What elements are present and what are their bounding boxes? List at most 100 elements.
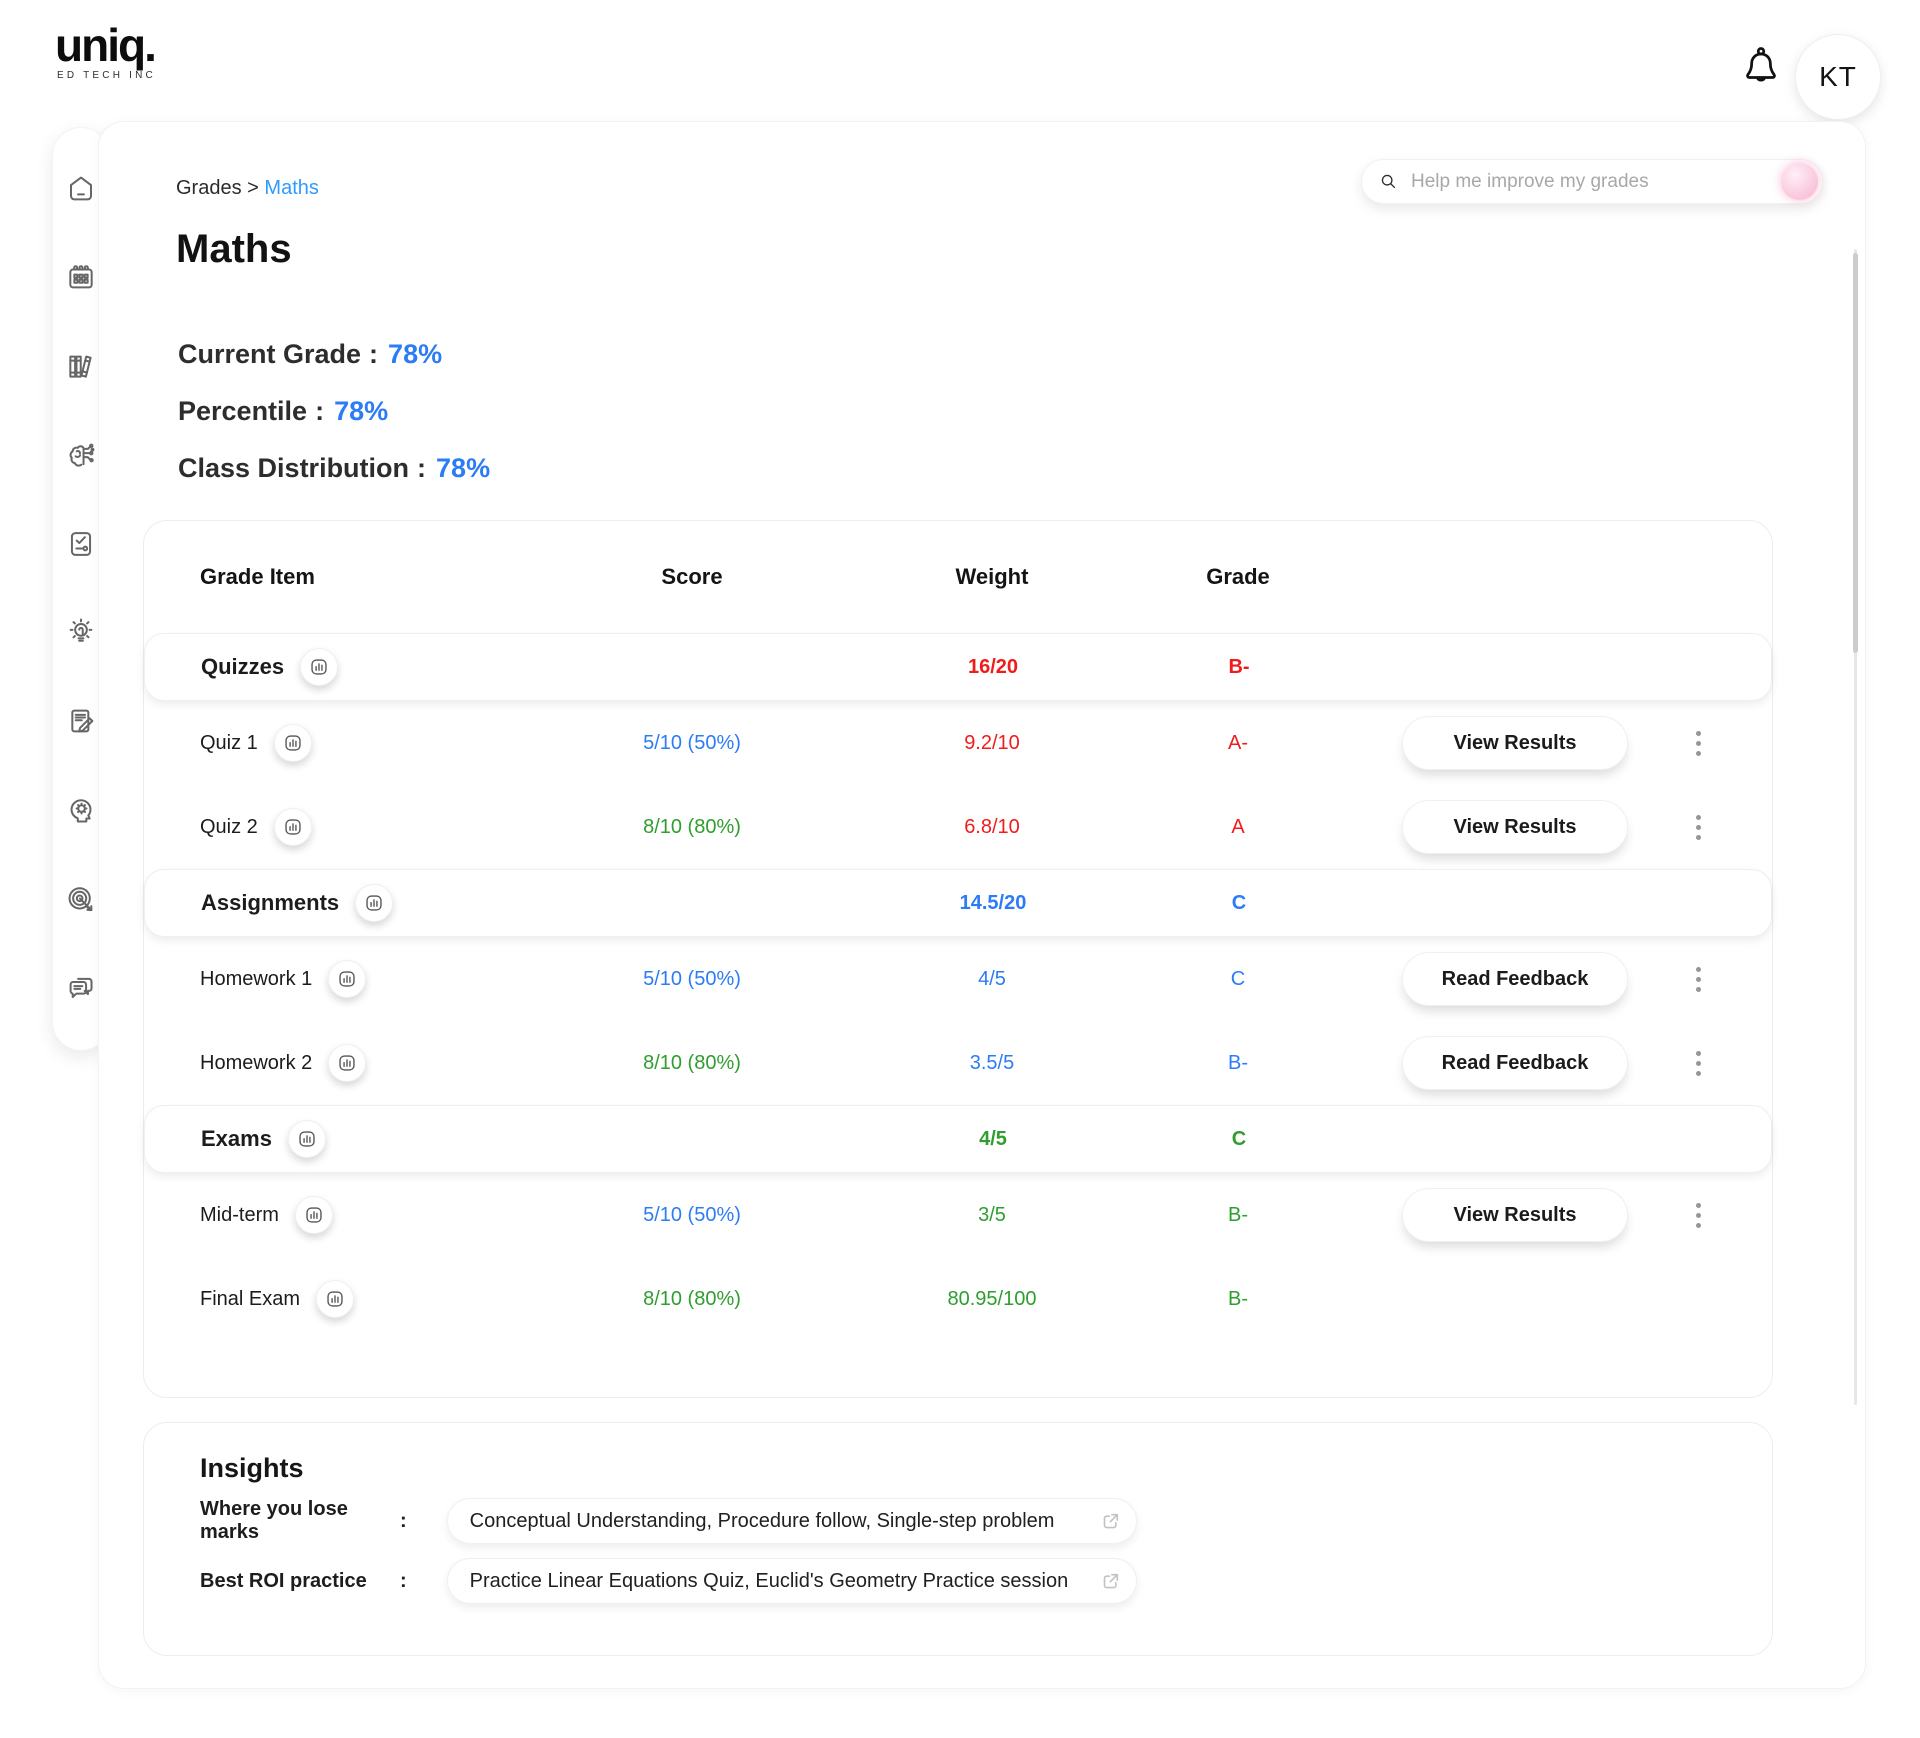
bar-chart-icon-button[interactable] <box>287 1120 326 1158</box>
bar-chart-icon <box>285 735 301 751</box>
table-row: Homework 2 8/10 (80%) 3.5/5 B- Read Feed… <box>144 1021 1772 1105</box>
insight-value-pill[interactable]: Practice Linear Equations Quiz, Euclid's… <box>446 1558 1137 1604</box>
table-row: Quizzes 16/20 B- <box>144 633 1772 701</box>
target-arrow-icon <box>68 887 93 912</box>
weight-value: 14.5/20 <box>959 891 1027 914</box>
stat-value: 78% <box>334 396 389 426</box>
grade-value: B- <box>1228 1203 1248 1226</box>
grade-item-label: Quiz 1 <box>200 731 258 754</box>
logo-tagline: ED TECH INC <box>57 70 156 81</box>
grade-value: B- <box>1228 655 1250 678</box>
breadcrumb-grades-link[interactable]: Grades <box>176 177 242 199</box>
sidebar-item-ai[interactable] <box>64 439 98 473</box>
sidebar-item-notes[interactable] <box>64 705 98 739</box>
row-action-button[interactable]: View Results <box>1402 716 1628 770</box>
table-row: Mid-term 5/10 (50%) 3/5 B- View Results <box>144 1173 1772 1257</box>
search-input[interactable] <box>1411 170 1781 193</box>
sidebar-item-library[interactable] <box>64 350 98 384</box>
weight-value: 4/5 <box>978 967 1006 990</box>
stat-label: Current Grade <box>178 339 362 369</box>
bar-chart-icon-button[interactable] <box>316 1280 355 1318</box>
bar-chart-icon-button[interactable] <box>300 648 339 686</box>
notification-bell-icon[interactable] <box>1735 42 1787 94</box>
score-value: 5/10 (50%) <box>643 967 741 990</box>
bar-chart-icon-button[interactable] <box>328 960 367 998</box>
grade-item-label: Assignments <box>201 890 340 915</box>
avatar-initials: KT <box>1819 61 1857 92</box>
score-value: 5/10 (50%) <box>643 731 741 754</box>
home-icon <box>70 176 92 201</box>
row-action-button[interactable]: Read Feedback <box>1402 952 1628 1006</box>
bar-chart-icon-button[interactable] <box>273 724 312 762</box>
insight-lose-marks: Where you lose marks : Conceptual Unders… <box>200 1498 1772 1544</box>
stat-percentile: Percentile : 78% <box>178 396 389 426</box>
kebab-menu-icon[interactable] <box>1690 961 1707 998</box>
table-row: Homework 1 5/10 (50%) 4/5 C Read Feedbac… <box>144 937 1772 1021</box>
sidebar-item-chat[interactable] <box>64 972 98 1006</box>
kebab-menu-icon[interactable] <box>1690 1197 1707 1234</box>
breadcrumb-current-maths[interactable]: Maths <box>264 177 319 199</box>
insight-label: Where you lose marks <box>200 1498 348 1543</box>
bar-chart-icon <box>366 895 382 911</box>
user-avatar[interactable]: KT <box>1795 34 1881 120</box>
score-value: 8/10 (80%) <box>643 1287 741 1310</box>
insight-best-roi: Best ROI practice : Practice Linear Equa… <box>200 1558 1772 1604</box>
external-link-icon[interactable] <box>1098 1568 1124 1594</box>
calendar-icon <box>69 265 93 289</box>
insight-value: Practice Linear Equations Quiz, Euclid's… <box>469 1569 1069 1592</box>
weight-value: 3/5 <box>978 1203 1006 1226</box>
bar-chart-icon <box>306 1207 322 1223</box>
table-row: Quiz 2 8/10 (80%) 6.8/10 A View Results <box>144 785 1772 869</box>
lightbulb-icon <box>69 618 93 643</box>
breadcrumb: Grades > Maths <box>176 177 319 200</box>
stat-class-distribution: Class Distribution : 78% <box>178 453 491 483</box>
bar-chart-icon-button[interactable] <box>328 1044 367 1082</box>
ai-search-bar <box>1361 159 1823 204</box>
sidebar-item-mind[interactable] <box>64 794 98 828</box>
grade-value: C <box>1231 1127 1247 1150</box>
sidebar-item-ideas[interactable] <box>64 616 98 650</box>
stat-label: Class Distribution <box>178 453 410 483</box>
kebab-menu-icon[interactable] <box>1690 725 1707 762</box>
stat-current-grade: Current Grade : 78% <box>178 339 443 369</box>
grade-item-label: Quiz 2 <box>200 815 258 838</box>
grade-value: A- <box>1228 731 1248 754</box>
table-row: Final Exam 8/10 (80%) 80.95/100 B- <box>144 1257 1772 1341</box>
grade-value: A <box>1231 815 1245 838</box>
search-icon <box>1381 174 1396 189</box>
kebab-menu-icon[interactable] <box>1690 809 1707 846</box>
bar-chart-icon <box>327 1291 343 1307</box>
scrollbar-thumb[interactable] <box>1853 253 1858 653</box>
search-submit-glow-button[interactable] <box>1781 163 1818 200</box>
bar-chart-icon-button[interactable] <box>294 1196 333 1234</box>
row-action-button[interactable]: View Results <box>1402 800 1628 854</box>
logo-wordmark: uniq. <box>55 19 157 71</box>
row-action-button[interactable]: View Results <box>1402 1188 1628 1242</box>
weight-value: 6.8/10 <box>964 815 1020 838</box>
sidebar-item-calendar[interactable] <box>64 261 98 295</box>
external-link-icon[interactable] <box>1098 1508 1124 1534</box>
grade-item-label: Final Exam <box>200 1287 301 1310</box>
insight-value-pill[interactable]: Conceptual Understanding, Procedure foll… <box>446 1498 1137 1544</box>
kebab-menu-icon[interactable] <box>1690 1045 1707 1082</box>
grade-item-label: Homework 2 <box>200 1051 313 1074</box>
app-logo: uniq. ED TECH INC <box>55 19 157 81</box>
scrollbar[interactable] <box>1853 249 1858 1405</box>
insights-card: Insights Where you lose marks : Conceptu… <box>143 1422 1773 1656</box>
bar-chart-icon-button[interactable] <box>273 808 312 846</box>
bar-chart-icon-button[interactable] <box>355 884 394 922</box>
bar-chart-icon <box>285 819 301 835</box>
row-action-button[interactable]: Read Feedback <box>1402 1036 1628 1090</box>
grade-table: Grade Item Score Weight Grade Quizzes 16… <box>143 520 1773 1398</box>
books-icon <box>69 355 92 378</box>
breadcrumb-separator: > <box>247 177 259 199</box>
table-body: Quizzes 16/20 B- Quiz 1 <box>144 633 1772 1341</box>
weight-value: 80.95/100 <box>947 1287 1037 1310</box>
sidebar-item-goals[interactable] <box>64 883 98 917</box>
grade-value: C <box>1230 967 1246 990</box>
sidebar-item-home[interactable] <box>64 172 98 206</box>
grade-stats: Current Grade : 78% Percentile : 78% Cla… <box>178 326 490 497</box>
checklist-icon <box>70 531 92 556</box>
weight-value: 9.2/10 <box>964 731 1020 754</box>
sidebar-item-tasks[interactable] <box>64 528 98 562</box>
